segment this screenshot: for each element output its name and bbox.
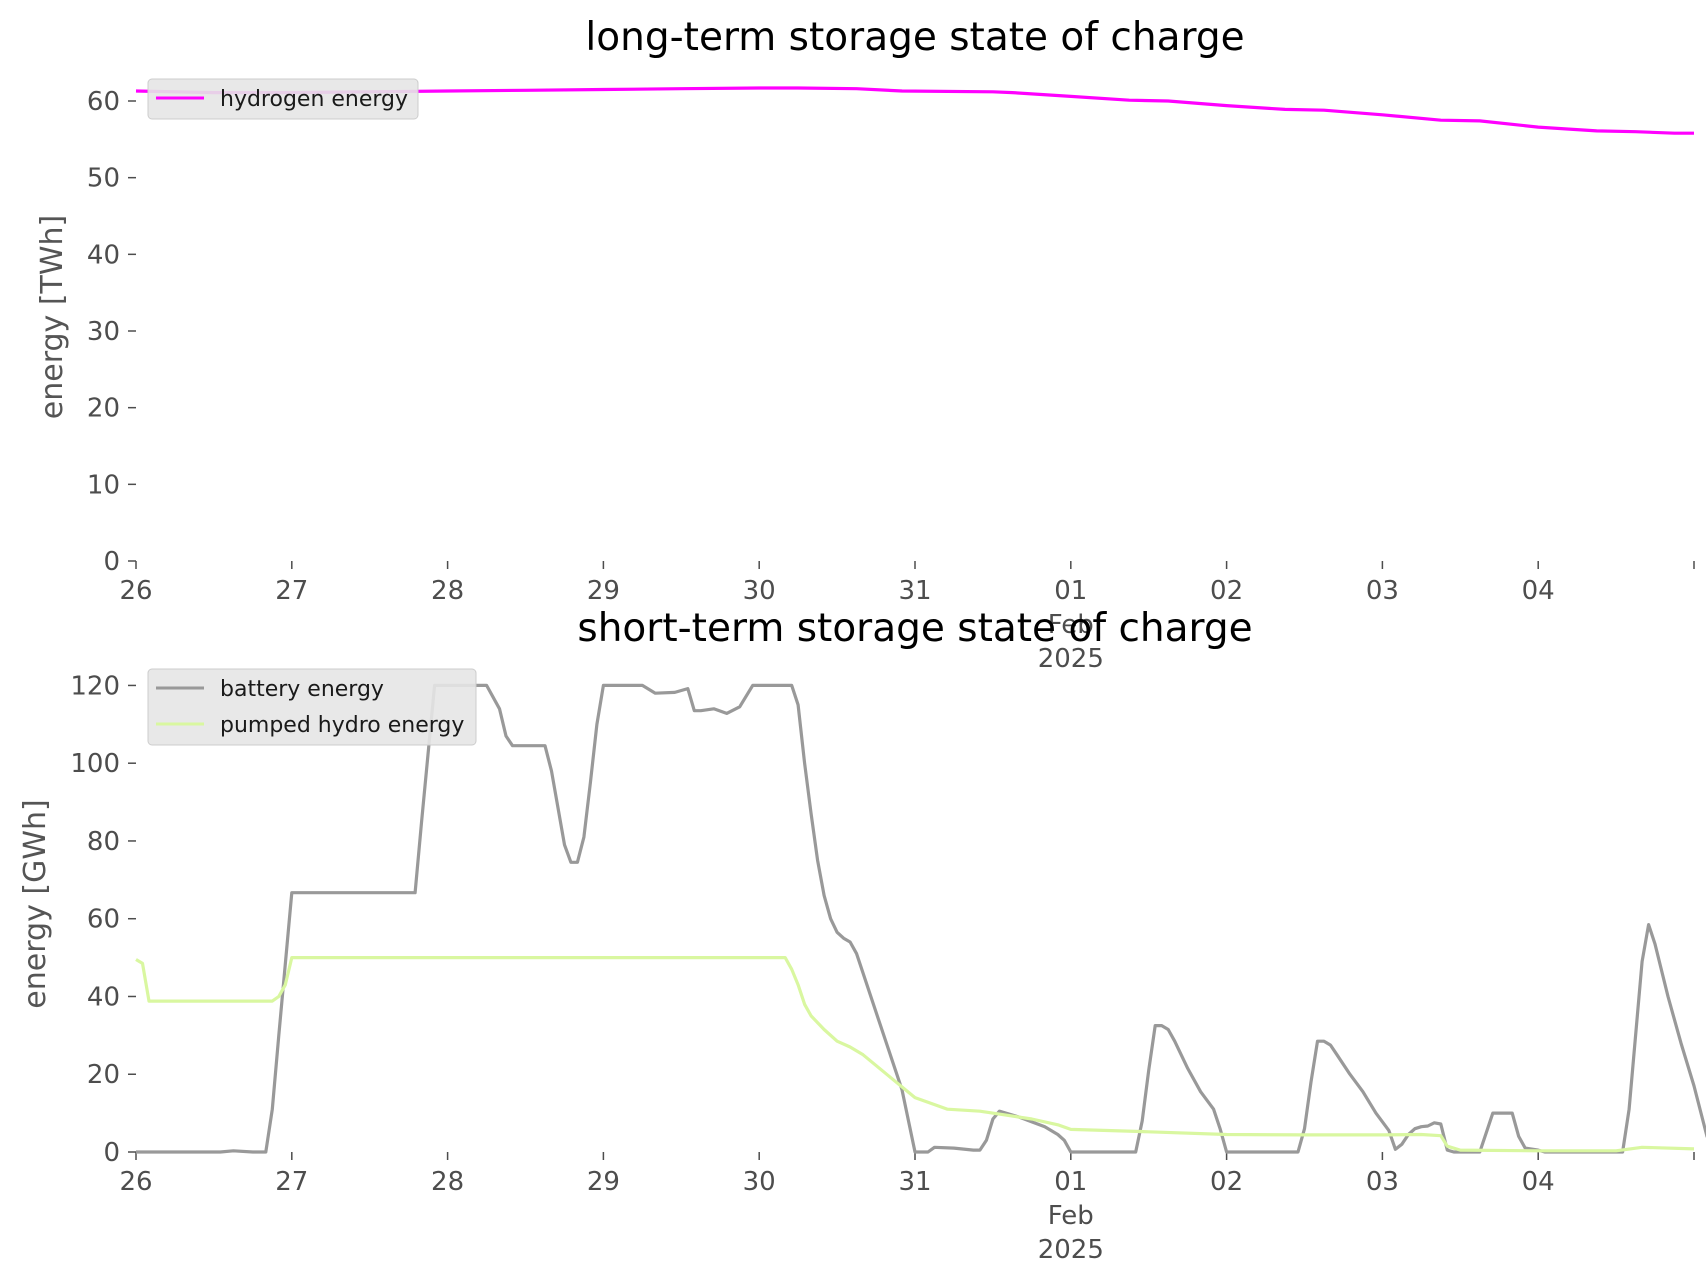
short-term-legend: battery energy pumped hydro energy (147, 668, 477, 746)
short-term-legend-box (147, 668, 477, 746)
hydrogen-energy-line (135, 86, 1694, 135)
short-term-y-tick-label: 120 (70, 671, 120, 701)
short-term-y-tick-label: 60 (87, 905, 120, 935)
battery-energy-line (136, 683, 1706, 1154)
pumped-hydro-legend-label: pumped hydro energy (220, 713, 464, 738)
hydrogen-legend-label: hydrogen energy (220, 87, 408, 112)
short-term-x-tick-label: 02 (1210, 1167, 1243, 1197)
short-term-x-tick-label: 01 (1054, 1167, 1087, 1197)
short-term-x-tick-label: 03 (1366, 1167, 1399, 1197)
short-term-y-axis-label: energy [GWh] (18, 799, 53, 1008)
short-term-series (135, 683, 1706, 1154)
short-term-chart-title: short-term storage state of charge (577, 606, 1252, 651)
long-term-y-tick-label: 60 (87, 87, 120, 117)
short-term-y-tick-label: 20 (87, 1060, 120, 1090)
battery-legend-label: battery energy (220, 677, 384, 702)
long-term-x-tick-label: 31 (898, 576, 931, 606)
short-term-y-tick-label: 80 (87, 827, 120, 857)
pumped-hydro-energy-line (135, 956, 1695, 1153)
long-term-x-tick-label: 29 (587, 576, 620, 606)
long-term-y-tick-label: 10 (87, 470, 120, 500)
long-term-x-tick-label: 28 (431, 576, 464, 606)
short-term-x-tick-label: 29 (587, 1167, 620, 1197)
long-term-legend-box (147, 78, 419, 120)
long-term-y-axis-label: energy [TWh] (35, 215, 70, 419)
short-term-x-tick-label: Feb (1048, 1201, 1094, 1231)
short-term-y-tick-label: 100 (70, 749, 120, 779)
short-term-x-tick-label: 30 (743, 1167, 776, 1197)
long-term-x-tick-label: 27 (275, 576, 308, 606)
short-term-x-tick-label: 27 (275, 1167, 308, 1197)
short-term-y-tick-label: 40 (87, 982, 120, 1012)
short-term-x-tick-label: 04 (1522, 1167, 1555, 1197)
long-term-ticks: 0 10 20 30 40 50 60 26 27 28 29 30 31 01 Feb 2025 02 03 04 (87, 87, 1695, 674)
long-term-x-tick-label: Feb (1048, 610, 1094, 640)
long-term-y-tick-label: 20 (87, 394, 120, 424)
short-term-x-tick-label: 26 (119, 1167, 152, 1197)
long-term-y-tick-label: 50 (87, 164, 120, 194)
short-term-x-tick-label: 28 (431, 1167, 464, 1197)
long-term-series (135, 86, 1694, 135)
long-term-x-tick-label: 30 (743, 576, 776, 606)
long-term-y-tick-label: 30 (87, 317, 120, 347)
long-term-x-tick-label: 26 (119, 576, 152, 606)
long-term-x-tick-label: 01 (1054, 576, 1087, 606)
short-term-y-tick-label: 0 (103, 1138, 120, 1168)
short-term-x-tick-label: 31 (898, 1167, 931, 1197)
long-term-x-tick-label: 02 (1210, 576, 1243, 606)
short-term-chart: short-term storage state of charge energ… (18, 606, 1706, 1265)
long-term-x-tick-label: 2025 (1038, 644, 1104, 674)
long-term-x-tick-label: 03 (1366, 576, 1399, 606)
short-term-x-tick-label: 2025 (1038, 1235, 1104, 1265)
long-term-legend: hydrogen energy (147, 78, 419, 120)
long-term-chart: long-term storage state of charge energy… (35, 15, 1695, 674)
long-term-x-tick-label: 04 (1522, 576, 1555, 606)
long-term-chart-title: long-term storage state of charge (585, 15, 1244, 60)
short-term-ticks: 0 20 40 60 80 100 120 26 27 28 29 30 31 01 Feb 2025 02 03… (70, 671, 1695, 1265)
long-term-y-tick-label: 0 (103, 547, 120, 577)
long-term-y-tick-label: 40 (87, 240, 120, 270)
